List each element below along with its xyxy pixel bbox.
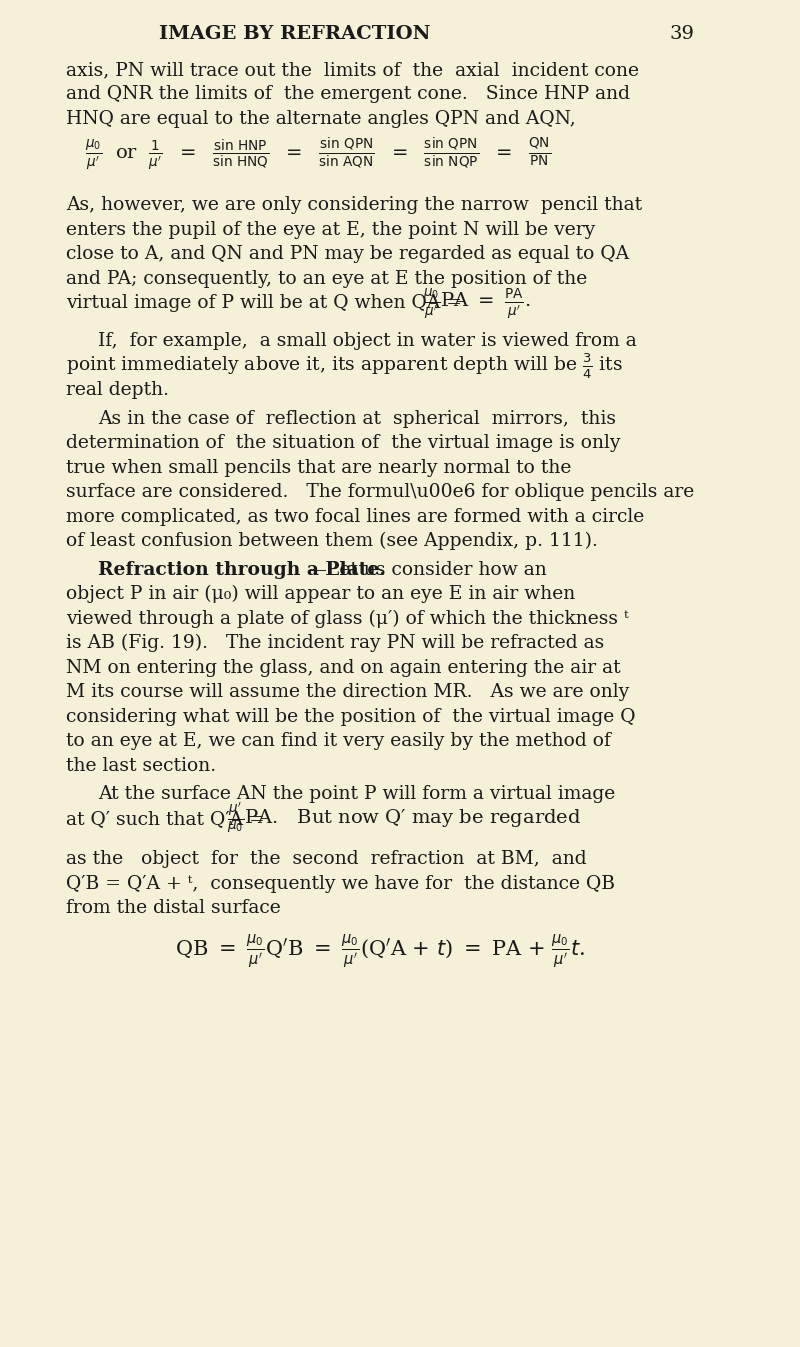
Text: QB $=$ $\frac{\mu_0}{\mu'}$Q$'$B $=$ $\frac{\mu_0}{\mu'}$(Q$'$A $+$ $t$) $=$ PA : QB $=$ $\frac{\mu_0}{\mu'}$Q$'$B $=$ $\f… bbox=[175, 932, 586, 970]
Text: At the surface AN the point P will form a virtual image: At the surface AN the point P will form … bbox=[98, 785, 616, 803]
Text: $\frac{\mu_0}{\mu'}$  or  $\frac{1}{\mu'}$  $=$  $\frac{\sin\,\mathrm{HNP}}{\sin: $\frac{\mu_0}{\mu'}$ or $\frac{1}{\mu'}$… bbox=[85, 135, 551, 172]
Text: —Let us consider how an: —Let us consider how an bbox=[308, 560, 547, 579]
Text: of least confusion between them (see Appendix, p. 111).: of least confusion between them (see App… bbox=[66, 532, 598, 551]
Text: axis, PN will trace out the  limits of  the  axial  incident cone: axis, PN will trace out the limits of th… bbox=[66, 61, 639, 79]
Text: point immediately above it, its apparent depth will be $\frac{3}{4}$ its: point immediately above it, its apparent… bbox=[66, 352, 623, 381]
Text: M its course will assume the direction MR.   As we are only: M its course will assume the direction M… bbox=[66, 683, 630, 702]
Text: virtual image of P will be at Q when QA =: virtual image of P will be at Q when QA … bbox=[66, 295, 468, 313]
Text: As in the case of  reflection at  spherical  mirrors,  this: As in the case of reflection at spherica… bbox=[98, 409, 617, 428]
Text: If,  for example,  a small object in water is viewed from a: If, for example, a small object in water… bbox=[98, 333, 637, 350]
Text: and PA; consequently, to an eye at E the position of the: and PA; consequently, to an eye at E the… bbox=[66, 269, 587, 288]
Text: is AB (Fig. 19).   The incident ray PN will be refracted as: is AB (Fig. 19). The incident ray PN wil… bbox=[66, 634, 605, 652]
Text: object P in air (μ₀) will appear to an eye E in air when: object P in air (μ₀) will appear to an e… bbox=[66, 585, 575, 603]
Text: determination of  the situation of  the virtual image is only: determination of the situation of the vi… bbox=[66, 435, 621, 453]
Text: real depth.: real depth. bbox=[66, 381, 170, 400]
Text: 39: 39 bbox=[670, 26, 694, 43]
Text: Refraction through a Plate.: Refraction through a Plate. bbox=[98, 560, 386, 579]
Text: IMAGE BY REFRACTION: IMAGE BY REFRACTION bbox=[158, 26, 430, 43]
Text: as the   object  for  the  second  refraction  at BM,  and: as the object for the second refraction … bbox=[66, 850, 587, 869]
Text: Q′B = Q′A + ᵗ,  consequently we have for  the distance QB: Q′B = Q′A + ᵗ, consequently we have for … bbox=[66, 876, 615, 893]
Text: NM on entering the glass, and on again entering the air at: NM on entering the glass, and on again e… bbox=[66, 659, 621, 678]
Text: HNQ are equal to the alternate angles QPN and AQN,: HNQ are equal to the alternate angles QP… bbox=[66, 110, 576, 128]
Text: and QNR the limits of  the emergent cone.   Since HNP and: and QNR the limits of the emergent cone.… bbox=[66, 85, 630, 104]
Text: to an eye at E, we can find it very easily by the method of: to an eye at E, we can find it very easi… bbox=[66, 733, 611, 750]
Text: close to A, and QN and PN may be regarded as equal to QA: close to A, and QN and PN may be regarde… bbox=[66, 245, 630, 264]
Text: enters the pupil of the eye at E, the point N will be very: enters the pupil of the eye at E, the po… bbox=[66, 221, 595, 238]
Text: the last section.: the last section. bbox=[66, 757, 216, 775]
Text: surface are considered.   The formul\u00e6 for oblique pencils are: surface are considered. The formul\u00e6… bbox=[66, 484, 694, 501]
Text: viewed through a plate of glass (μ′) of which the thickness ᵗ: viewed through a plate of glass (μ′) of … bbox=[66, 610, 629, 628]
Text: true when small pencils that are nearly normal to the: true when small pencils that are nearly … bbox=[66, 459, 572, 477]
Text: from the distal surface: from the distal surface bbox=[66, 900, 281, 917]
Text: As, however, we are only considering the narrow  pencil that: As, however, we are only considering the… bbox=[66, 197, 642, 214]
Text: considering what will be the position of  the virtual image Q: considering what will be the position of… bbox=[66, 709, 636, 726]
Text: at Q′ such that Q′A =: at Q′ such that Q′A = bbox=[66, 810, 271, 828]
Text: $\frac{\mu'}{\mu_0}$PA.   But now Q′ may be regarded: $\frac{\mu'}{\mu_0}$PA. But now Q′ may b… bbox=[227, 800, 582, 835]
Text: $\frac{\mu_0}{\mu'}$PA $=$ $\frac{\mathrm{PA}}{\mu'}$.: $\frac{\mu_0}{\mu'}$PA $=$ $\frac{\mathr… bbox=[423, 287, 531, 322]
Text: more complicated, as two focal lines are formed with a circle: more complicated, as two focal lines are… bbox=[66, 508, 645, 525]
